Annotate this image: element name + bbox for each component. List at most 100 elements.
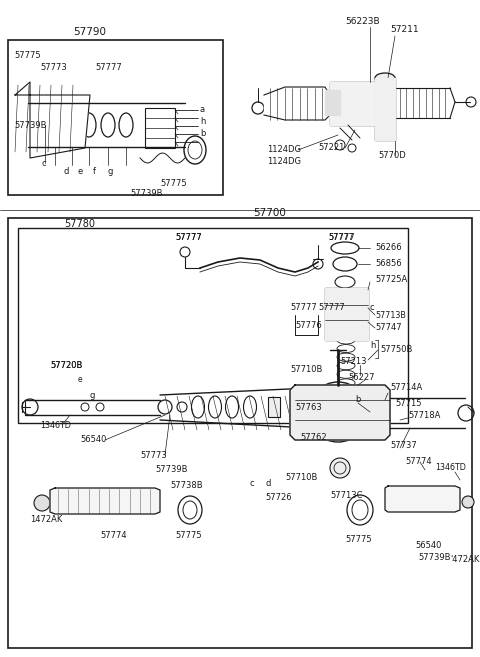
Text: 57775: 57775 — [160, 179, 187, 187]
Text: 56540: 56540 — [80, 436, 107, 445]
Polygon shape — [290, 385, 390, 440]
Bar — [330, 82, 380, 125]
Circle shape — [462, 496, 474, 508]
Bar — [268, 397, 280, 417]
Text: 57718A: 57718A — [408, 411, 440, 420]
Text: 57737: 57737 — [390, 440, 417, 449]
Ellipse shape — [347, 495, 373, 525]
Text: 57715: 57715 — [395, 399, 421, 407]
Polygon shape — [325, 288, 368, 340]
Text: 57710B: 57710B — [285, 474, 317, 482]
Ellipse shape — [337, 379, 355, 387]
Text: e: e — [78, 376, 83, 384]
Circle shape — [308, 382, 368, 442]
Text: 57775: 57775 — [175, 530, 202, 539]
Text: 57211: 57211 — [390, 26, 419, 35]
Text: 1472AK: 1472AK — [30, 516, 62, 524]
Bar — [325, 288, 368, 340]
Text: 57780: 57780 — [64, 219, 96, 229]
Text: 1346TD: 1346TD — [40, 420, 71, 430]
Text: 1346TD: 1346TD — [435, 463, 466, 472]
Text: 57221: 57221 — [318, 143, 344, 152]
Text: 57720B: 57720B — [50, 361, 83, 369]
Ellipse shape — [335, 276, 355, 288]
Polygon shape — [325, 90, 340, 115]
Text: 57763: 57763 — [295, 403, 322, 413]
Text: 57213: 57213 — [340, 357, 367, 367]
Bar — [8, 40, 223, 195]
Polygon shape — [15, 82, 90, 158]
Text: 56856: 56856 — [375, 260, 402, 269]
Text: 57775: 57775 — [345, 535, 372, 545]
Text: b: b — [200, 129, 205, 139]
Ellipse shape — [333, 257, 357, 271]
Text: 57790: 57790 — [73, 27, 107, 37]
Circle shape — [34, 495, 50, 511]
Bar — [145, 108, 175, 148]
Text: 57777: 57777 — [175, 233, 202, 242]
Text: c: c — [370, 304, 374, 313]
Text: 57739B: 57739B — [14, 120, 47, 129]
Ellipse shape — [337, 336, 355, 344]
Text: c: c — [250, 478, 254, 487]
Ellipse shape — [337, 362, 355, 370]
Text: 5770D: 5770D — [378, 150, 406, 160]
Text: g: g — [108, 168, 113, 177]
Text: 57777: 57777 — [318, 304, 345, 313]
Text: 1124DG: 1124DG — [267, 158, 301, 166]
Text: b: b — [355, 396, 360, 405]
Bar — [375, 78, 395, 140]
Polygon shape — [50, 488, 160, 514]
Text: 1124DG: 1124DG — [267, 145, 301, 154]
Text: 57750B: 57750B — [380, 346, 412, 355]
Ellipse shape — [337, 371, 355, 378]
Text: 57739B: 57739B — [130, 189, 163, 198]
Text: 56223B: 56223B — [345, 18, 380, 26]
Text: 57714A: 57714A — [390, 384, 422, 392]
Text: e: e — [78, 168, 83, 177]
Text: d: d — [265, 478, 270, 487]
Text: 57775: 57775 — [14, 51, 41, 60]
Text: 57777: 57777 — [95, 62, 122, 72]
Text: a: a — [200, 106, 205, 114]
Text: 56227: 56227 — [348, 373, 374, 382]
Text: 57776: 57776 — [295, 321, 322, 330]
Polygon shape — [375, 78, 395, 140]
Text: 57773: 57773 — [40, 62, 67, 72]
Text: 57725A: 57725A — [375, 275, 407, 284]
Polygon shape — [385, 486, 460, 512]
Ellipse shape — [337, 388, 355, 396]
Bar — [18, 228, 408, 423]
Ellipse shape — [331, 242, 359, 254]
Text: f: f — [93, 168, 96, 177]
Text: 57777: 57777 — [328, 233, 354, 242]
Text: h: h — [200, 118, 205, 127]
Text: 57710B: 57710B — [290, 365, 323, 374]
Text: 57713C: 57713C — [330, 491, 362, 499]
Text: 57739B: 57739B — [155, 466, 188, 474]
Text: 57762: 57762 — [300, 434, 326, 443]
Text: d: d — [63, 168, 68, 177]
Text: 57774: 57774 — [405, 457, 432, 466]
Ellipse shape — [337, 344, 355, 353]
Polygon shape — [330, 82, 380, 125]
Text: h: h — [370, 340, 375, 350]
Ellipse shape — [337, 396, 355, 404]
Text: 57777: 57777 — [328, 233, 355, 242]
Text: 57739B: 57739B — [418, 553, 451, 562]
Text: 57774: 57774 — [100, 530, 127, 539]
Text: 57777: 57777 — [290, 304, 317, 313]
Bar — [8, 218, 472, 648]
Text: 57700: 57700 — [253, 208, 287, 218]
Ellipse shape — [375, 73, 395, 83]
Text: 57726: 57726 — [265, 493, 292, 503]
Text: 57738B: 57738B — [170, 480, 203, 489]
Text: 57720B: 57720B — [50, 361, 83, 369]
Text: 57747: 57747 — [375, 323, 402, 332]
Ellipse shape — [178, 496, 202, 524]
Text: 57773: 57773 — [140, 451, 167, 459]
Ellipse shape — [337, 353, 355, 361]
Text: 56266: 56266 — [375, 244, 402, 252]
Text: 56540: 56540 — [415, 541, 442, 549]
Bar — [325, 90, 340, 115]
